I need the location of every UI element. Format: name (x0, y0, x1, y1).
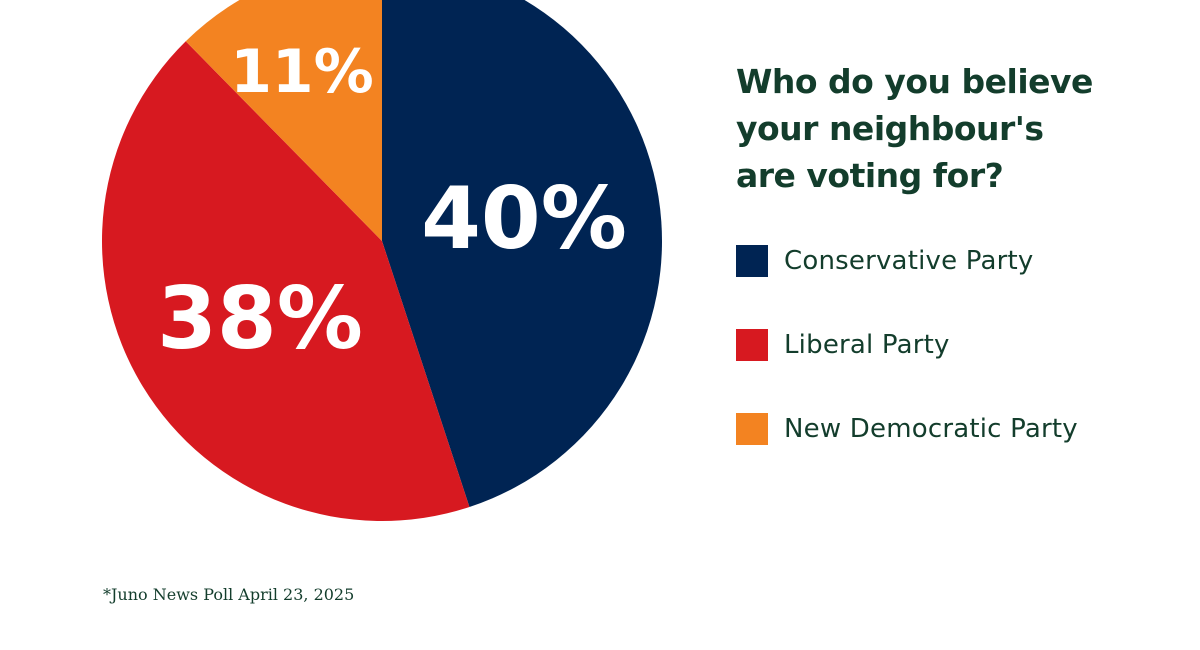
legend-item-conservative: Conservative Party (736, 244, 1033, 278)
slice-label-liberal: 38% (157, 269, 363, 369)
pie-slice-conservative (382, 0, 662, 507)
legend-label-conservative: Conservative Party (784, 246, 1034, 276)
legend-item-liberal: Liberal Party (736, 328, 950, 362)
legend-item-ndp: New Democratic Party (736, 412, 1078, 446)
legend-label-liberal: Liberal Party (784, 330, 950, 360)
pie-chart: 40% 38% 11% (101, 0, 662, 522)
slice-label-conservative: 40% (421, 169, 627, 269)
legend-swatch-liberal (736, 329, 768, 361)
pie-slice-liberal (101, 41, 470, 522)
slice-label-ndp: 11% (230, 37, 374, 107)
legend-swatch-ndp (736, 413, 768, 445)
footnote: *Juno News Poll April 23, 2025 (103, 585, 355, 604)
legend-swatch-conservative (736, 245, 768, 277)
pie-slice-ndp (185, 0, 382, 241)
chart-title: Who do you believe your neighbour's are … (736, 62, 1093, 195)
legend-label-ndp: New Democratic Party (784, 414, 1078, 444)
